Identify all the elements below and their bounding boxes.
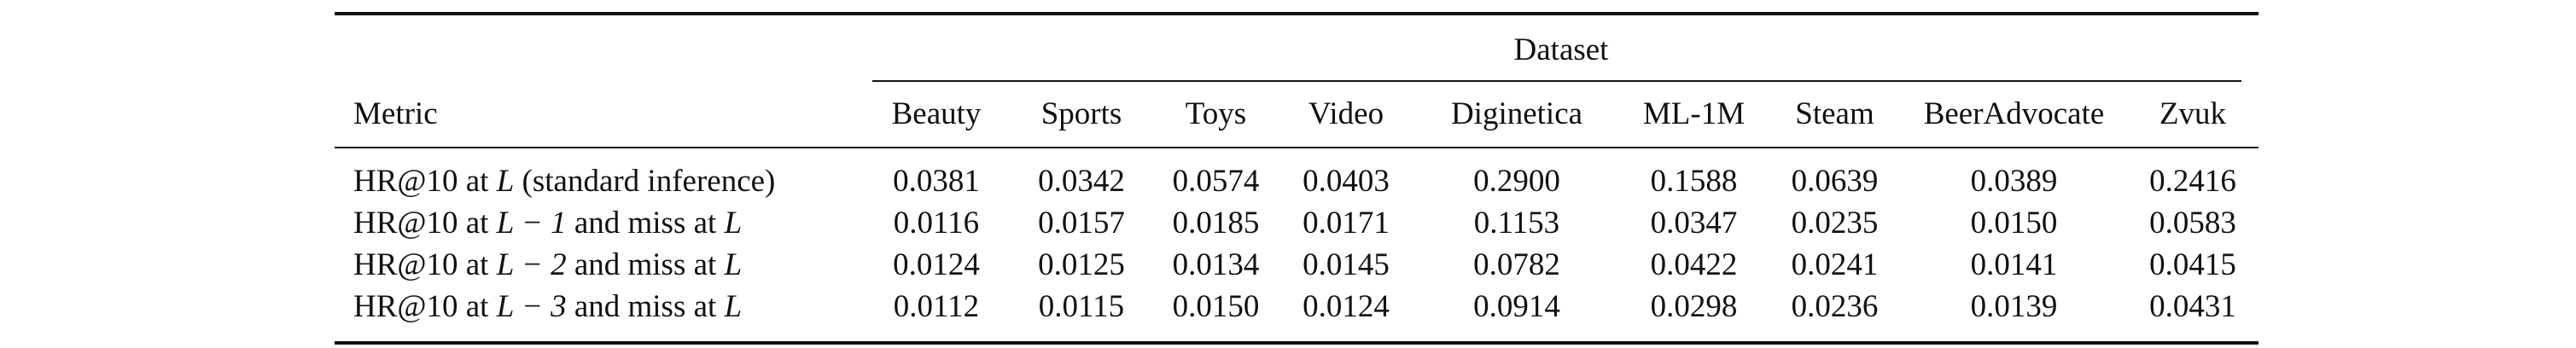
metric-label: HR@10 at L (standard inference): [335, 148, 864, 202]
table-cell: 0.0389: [1970, 164, 2058, 199]
metric-label: HR@10 at L − 2 and miss at L: [335, 244, 864, 286]
table-cell: 0.0112: [893, 289, 980, 324]
table-cell: 0.0415: [2149, 247, 2236, 282]
metric-label: HR@10 at L − 1 and miss at L: [335, 202, 864, 244]
table-cell: 0.2416: [2149, 164, 2236, 199]
table-cell: 0.0150: [1172, 289, 1260, 324]
table-cell: 0.0150: [1970, 206, 2058, 241]
group-header-row: Dataset: [335, 14, 2258, 81]
table-cell: 0.0139: [1970, 289, 2058, 324]
table-cell: 0.0134: [1172, 247, 1260, 282]
table-cell: 0.0116: [893, 206, 980, 241]
table-cell: 0.0235: [1791, 206, 1879, 241]
column-header-beeradvocate: BeerAdvocate: [1923, 96, 2105, 131]
metric-prefix: HR@10 at: [353, 247, 497, 282]
table-cell: 0.0422: [1650, 247, 1738, 282]
metric-variable: L: [496, 164, 515, 199]
table-cell: 0.0141: [1970, 247, 2058, 282]
table-row: HR@10 at L − 3 and miss at L 0.0112 0.01…: [335, 286, 2258, 343]
table-cell: 0.0124: [1303, 289, 1390, 324]
table-cell: 0.0241: [1791, 247, 1879, 282]
results-table: Dataset Metric Beauty Sports Toys Video …: [335, 12, 2258, 345]
dataset-group-underline: [872, 80, 2241, 82]
table-cell: 0.0782: [1473, 247, 1560, 282]
column-header-video: Video: [1308, 96, 1384, 131]
table-cell: 0.0574: [1172, 164, 1260, 199]
results-table-container: Dataset Metric Beauty Sports Toys Video …: [335, 12, 2258, 345]
table-cell: 0.0236: [1791, 289, 1879, 324]
dataset-group-header: Dataset: [1513, 32, 1609, 67]
metric-variable: L − 2: [496, 247, 567, 282]
metric-label: HR@10 at L − 3 and miss at L: [335, 286, 864, 343]
column-header-toys: Toys: [1185, 96, 1247, 131]
table-row: HR@10 at L − 2 and miss at L 0.0124 0.01…: [335, 244, 2258, 286]
column-header-beauty: Beauty: [891, 96, 982, 131]
metric-prefix: HR@10 at: [353, 164, 497, 199]
metric-variable-miss: L: [724, 247, 743, 282]
metric-prefix: HR@10 at: [353, 289, 497, 324]
metric-prefix: HR@10 at: [353, 206, 497, 241]
column-header-steam: Steam: [1795, 96, 1874, 131]
table-cell: 0.0145: [1303, 247, 1390, 282]
table-cell: 0.0381: [893, 164, 980, 199]
metric-variable: L − 3: [496, 289, 567, 324]
table-cell: 0.0347: [1650, 206, 1738, 241]
table-cell: 0.0403: [1303, 164, 1390, 199]
group-header-spacer: [335, 14, 864, 81]
column-header-zvuk: Zvuk: [2159, 96, 2227, 131]
column-header-ml-1m: ML-1M: [1642, 96, 1746, 131]
metric-variable-miss: L: [724, 206, 743, 241]
table-cell: 0.0124: [893, 247, 980, 282]
table-cell: 0.0115: [1038, 289, 1125, 324]
table-cell: 0.0639: [1791, 164, 1879, 199]
table-cell: 0.0914: [1473, 289, 1560, 324]
metric-suffix: (standard inference): [514, 164, 776, 199]
table-cell: 0.0583: [2149, 206, 2236, 241]
table-cell: 0.0125: [1038, 247, 1125, 282]
table-cell: 0.0431: [2149, 289, 2236, 324]
column-header-sports: Sports: [1040, 96, 1122, 131]
table-cell: 0.1153: [1473, 206, 1560, 241]
metric-variable-miss: L: [724, 289, 743, 324]
column-header-row: Metric Beauty Sports Toys Video Digineti…: [335, 81, 2258, 148]
table-cell: 0.0157: [1038, 206, 1125, 241]
table-cell: 0.0342: [1038, 164, 1125, 199]
table-cell: 0.1588: [1650, 164, 1738, 199]
table-row: HR@10 at L (standard inference) 0.0381 0…: [335, 148, 2258, 202]
table-cell: 0.0171: [1303, 206, 1390, 241]
table-cell: 0.0298: [1650, 289, 1738, 324]
table-row: HR@10 at L − 1 and miss at L 0.0116 0.01…: [335, 202, 2258, 244]
table-cell: 0.2900: [1473, 164, 1560, 199]
column-header-diginetica: Diginetica: [1450, 96, 1583, 131]
metric-suffix: and miss at: [566, 247, 725, 282]
metric-column-header: Metric: [353, 96, 438, 131]
metric-variable: L − 1: [496, 206, 567, 241]
metric-suffix: and miss at: [566, 289, 725, 324]
metric-suffix: and miss at: [566, 206, 725, 241]
table-cell: 0.0185: [1172, 206, 1260, 241]
